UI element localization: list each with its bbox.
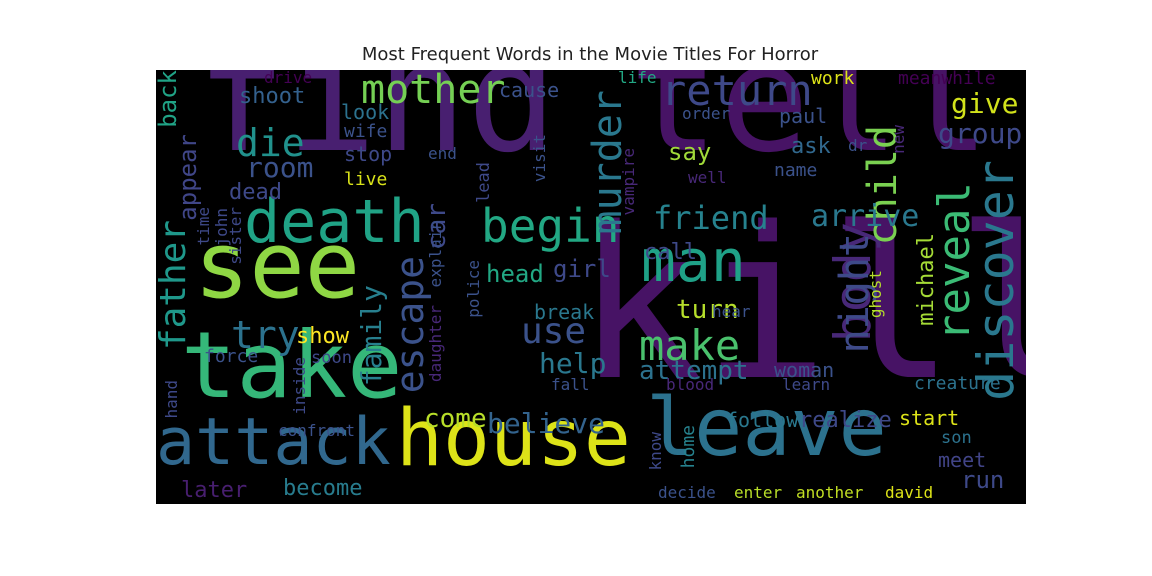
word-police: police (464, 260, 483, 318)
word-new: new (889, 125, 908, 154)
word-john: john (212, 208, 231, 247)
word-cause: cause (499, 78, 560, 102)
word-girl: girl (553, 255, 611, 283)
word-enter: enter (734, 483, 783, 502)
word-paul: paul (779, 104, 828, 128)
word-vampire: vampire (619, 148, 638, 216)
word-ask: ask (791, 134, 831, 159)
word-come: come (424, 404, 487, 434)
word-another: another (796, 483, 864, 502)
word-back: back (156, 70, 182, 128)
word-lead: lead (474, 162, 494, 203)
word-return: return (661, 70, 813, 115)
word-become: become (283, 476, 363, 501)
word-try: try (231, 313, 300, 357)
word-soon: soon (311, 348, 352, 368)
word-say: say (668, 138, 712, 166)
word-life: life (618, 70, 657, 87)
word-dr: dr (848, 136, 868, 155)
word-stop: stop (344, 142, 393, 166)
word-escape: escape (388, 256, 432, 394)
word-family: family (355, 285, 388, 387)
word-name: name (774, 160, 818, 181)
word-tell: tell (629, 70, 991, 186)
word-leave: leave (646, 381, 887, 474)
word-break: break (534, 300, 595, 324)
word-inside: inside (290, 357, 309, 415)
word-blood: blood (666, 375, 715, 394)
word-friend: friend (653, 199, 769, 237)
word-woman: woman (774, 358, 835, 382)
word-cloud: kill find tell see take house leave death attack… (156, 70, 1026, 504)
word-shoot: shoot (239, 84, 306, 109)
word-death: death (244, 187, 425, 257)
word-make: make (639, 321, 741, 370)
word-explain: explain (426, 220, 445, 288)
word-find: find (196, 70, 558, 186)
word-son: son (941, 428, 972, 448)
word-fall: fall (551, 375, 590, 394)
word-realize: realize (799, 408, 892, 433)
word-die: die (236, 121, 305, 165)
word-room: room (246, 151, 314, 184)
word-believe: believe (487, 407, 606, 440)
word-give: give (951, 87, 1019, 120)
word-drive: drive (264, 70, 313, 87)
word-group: group (938, 117, 1023, 150)
word-end: end (428, 144, 457, 163)
word-dead: dead (229, 180, 282, 205)
word-work: work (811, 70, 855, 89)
word-start: start (899, 406, 960, 430)
word-decide: decide (658, 483, 716, 502)
word-show: show (296, 324, 349, 349)
word-david: david (885, 483, 934, 502)
word-meanwhile: meanwhile (898, 70, 996, 89)
word-creature: creature (914, 373, 1001, 394)
word-daughter: daughter (426, 305, 445, 383)
word-know: know (646, 432, 665, 471)
word-run: run (961, 466, 1005, 494)
word-hand: hand (162, 380, 181, 419)
word-hear: hear (712, 302, 751, 321)
word-time: time (194, 207, 213, 246)
word-learn: learn (782, 375, 831, 394)
word-well: well (688, 168, 727, 187)
word-arrive: arrive (811, 199, 920, 234)
word-later: later (181, 478, 248, 503)
word-house: house (396, 394, 631, 484)
word-ghost: ghost (866, 270, 885, 319)
word-wife: wife (344, 121, 388, 142)
chart-title: Most Frequent Words in the Movie Titles … (361, 44, 819, 65)
word-see: see (194, 212, 361, 319)
word-follow: follow (726, 408, 799, 432)
word-attempt: attempt (639, 356, 749, 386)
word-call: call (644, 240, 697, 265)
word-live: live (344, 169, 388, 190)
word-confront: confront (278, 421, 356, 440)
word-use: use (521, 311, 587, 352)
word-attack: attack (156, 405, 391, 480)
word-look: look (341, 100, 390, 124)
word-begin: begin (481, 199, 620, 253)
word-kill: kill (576, 182, 1026, 427)
word-head: head (486, 260, 544, 288)
word-father: father (156, 220, 194, 351)
word-take: take (181, 312, 403, 419)
word-order: order (682, 104, 731, 123)
word-visit: visit (530, 134, 549, 183)
word-mother: mother (361, 70, 506, 113)
word-force: force (204, 346, 259, 367)
word-man: man (641, 227, 746, 295)
word-reveal: reveal (929, 182, 980, 341)
word-home: home (678, 425, 699, 469)
word-meet: meet (938, 448, 987, 472)
word-turn: turn (676, 295, 739, 325)
word-help: help (539, 347, 607, 380)
word-michael: michael (914, 233, 939, 326)
